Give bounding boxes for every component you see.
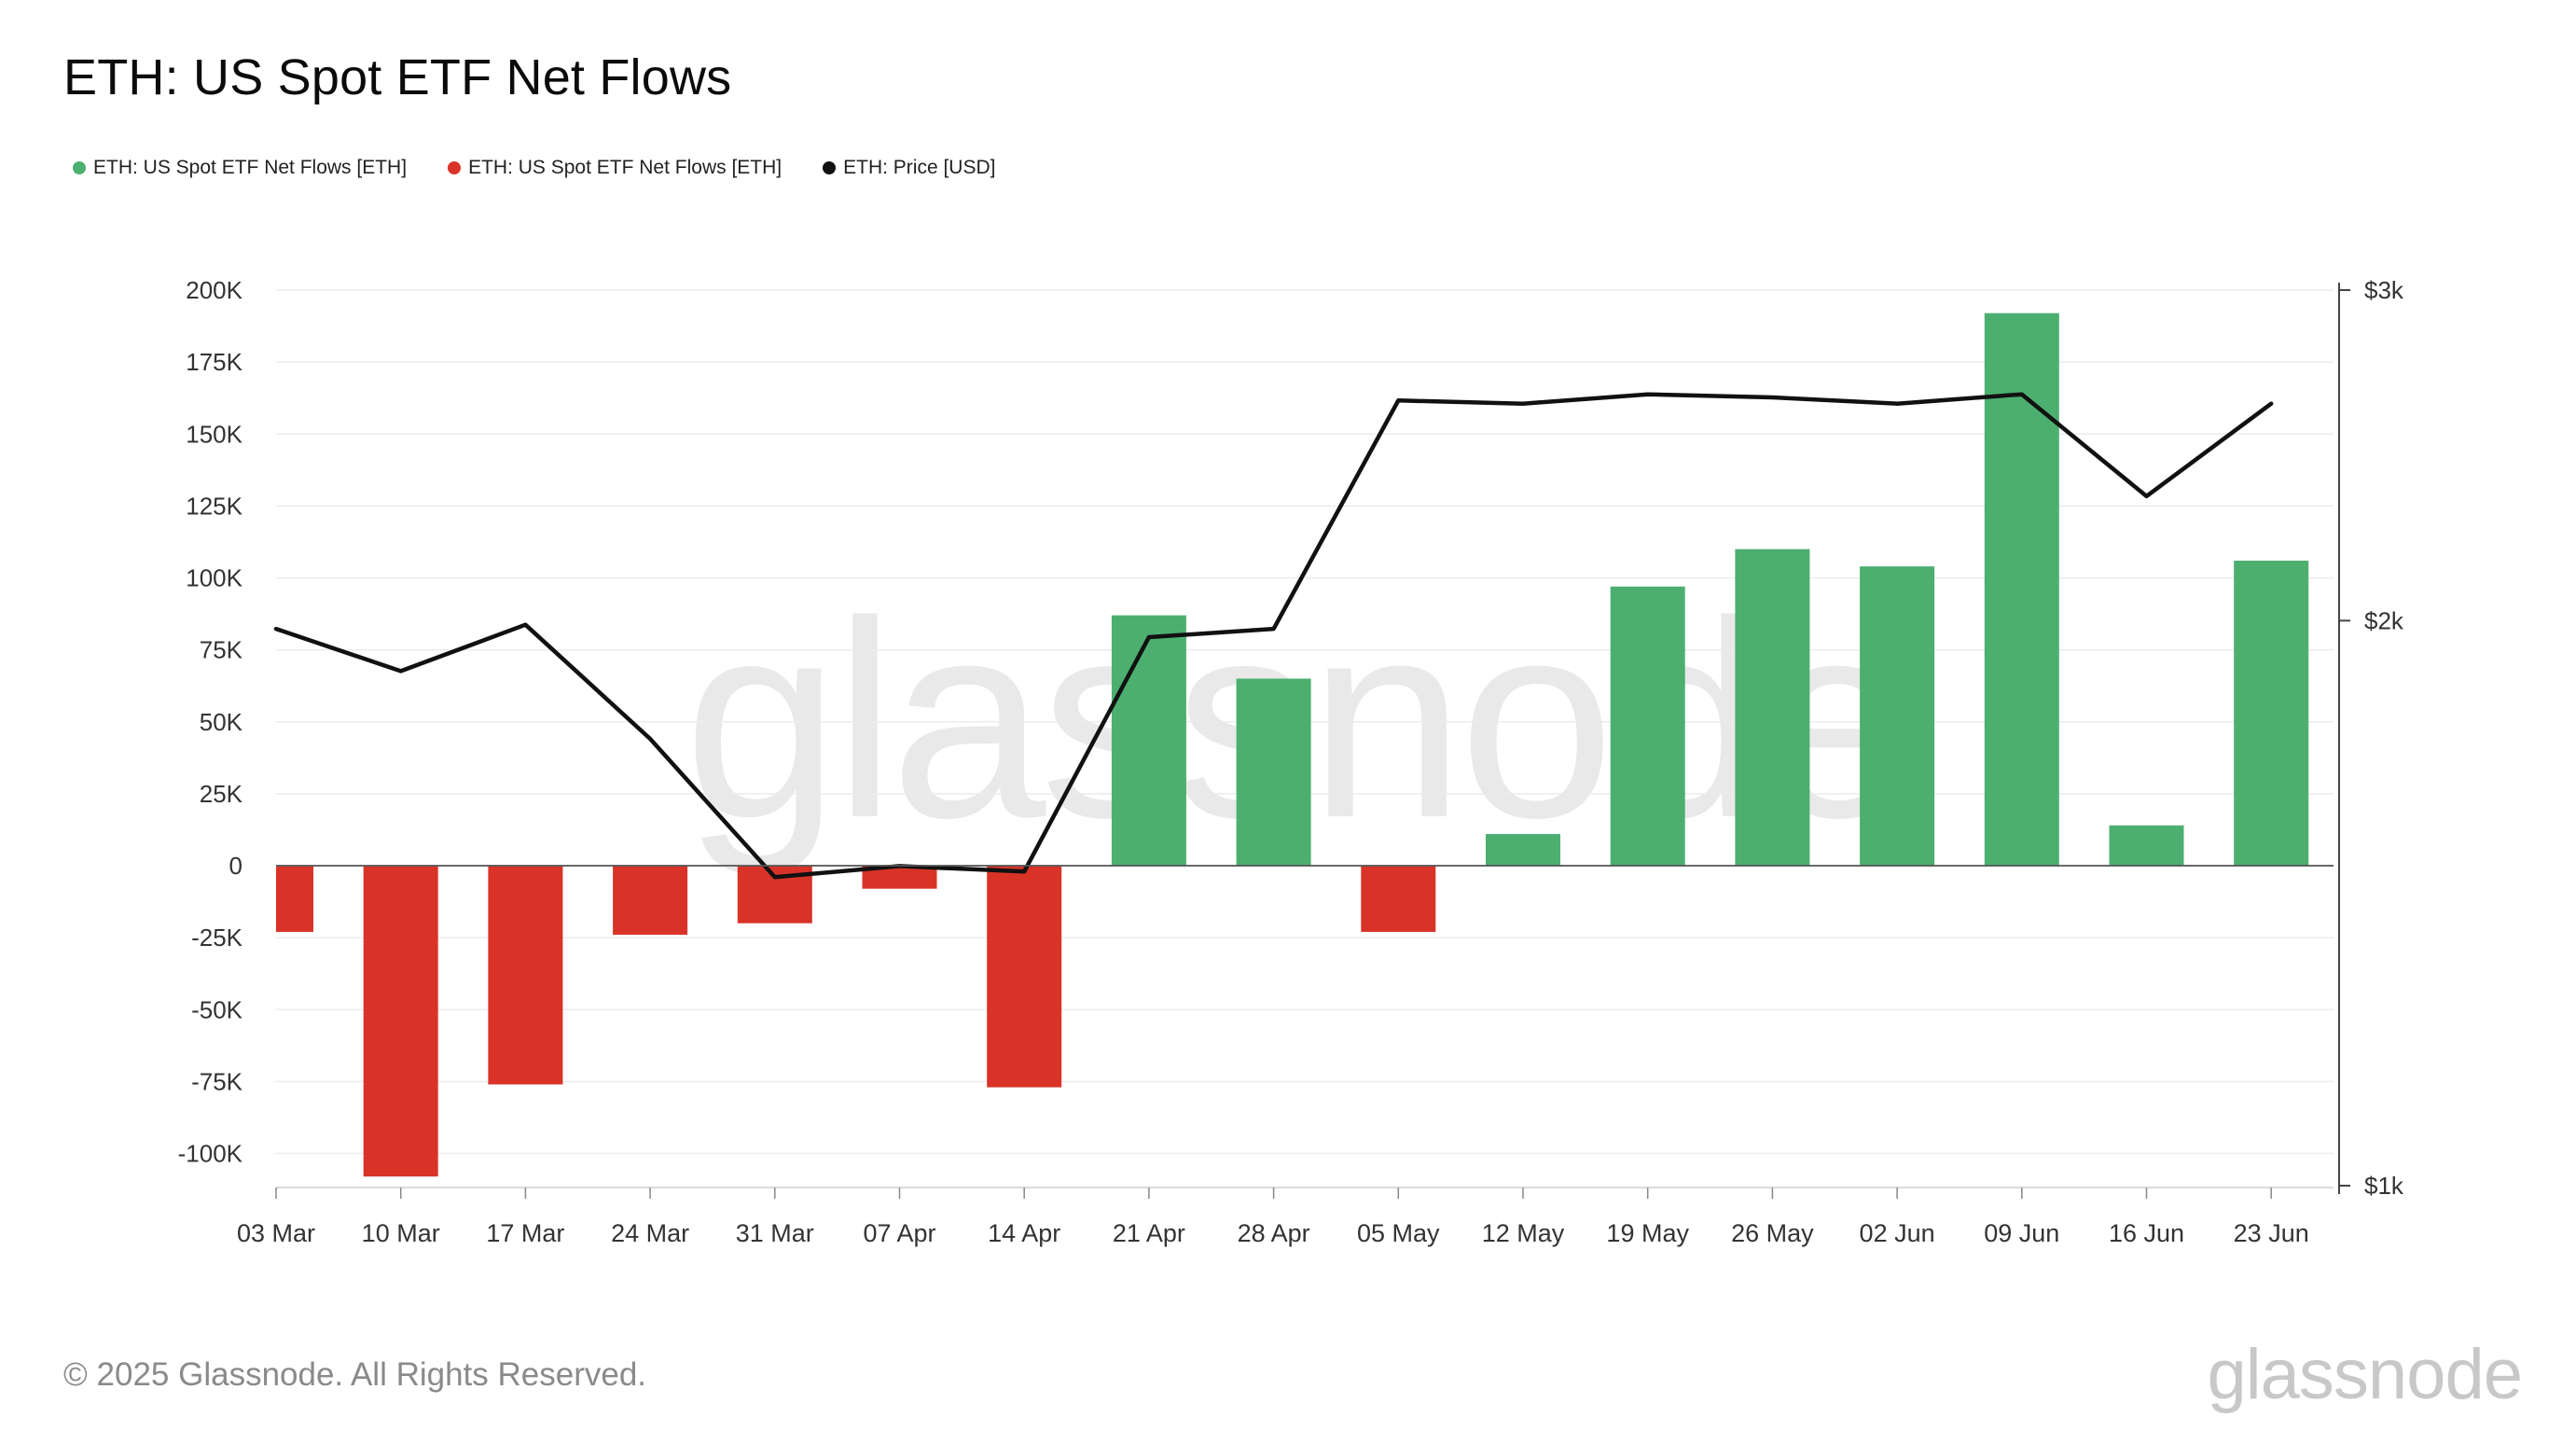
bar bbox=[1486, 834, 1560, 866]
legend-label-price: ETH: Price [USD] bbox=[843, 157, 996, 178]
x-tick-label: 28 Apr bbox=[1238, 1219, 1310, 1247]
x-tick-label: 16 Jun bbox=[2109, 1219, 2184, 1247]
x-tick-label: 26 May bbox=[1731, 1219, 1814, 1247]
red-dot-icon bbox=[448, 161, 462, 174]
x-tick-label: 09 Jun bbox=[1984, 1219, 2059, 1247]
x-tick-label: 07 Apr bbox=[863, 1219, 935, 1247]
legend-label-inflows: ETH: US Spot ETF Net Flows [ETH] bbox=[93, 157, 408, 178]
y-tick-label: -75K bbox=[191, 1067, 243, 1095]
x-tick-label: 17 Mar bbox=[486, 1219, 564, 1247]
y-tick-label: -50K bbox=[191, 995, 243, 1023]
bar bbox=[488, 866, 563, 1085]
black-dot-icon bbox=[823, 161, 837, 174]
x-tick-label: 31 Mar bbox=[736, 1219, 814, 1247]
x-tick-label: 23 Jun bbox=[2234, 1219, 2309, 1247]
right-tick-label: $3k bbox=[2364, 276, 2404, 304]
y-tick-label: 25K bbox=[200, 780, 243, 808]
price-point bbox=[1396, 398, 1400, 402]
bar bbox=[1361, 866, 1436, 932]
price-point bbox=[648, 737, 652, 741]
legend: ETH: US Spot ETF Net Flows [ETH] ETH: US… bbox=[73, 157, 995, 179]
bar bbox=[276, 866, 313, 932]
price-point bbox=[1022, 869, 1026, 873]
bar bbox=[1610, 586, 1685, 866]
green-dot-icon bbox=[73, 161, 86, 174]
bar bbox=[363, 866, 438, 1177]
bar bbox=[1111, 615, 1186, 866]
x-tick-label: 12 May bbox=[1482, 1219, 1565, 1247]
chart-title: ETH: US Spot ETF Net Flows bbox=[63, 49, 732, 105]
price-point bbox=[773, 875, 777, 879]
x-tick-label: 03 Mar bbox=[237, 1219, 315, 1247]
glassnode-logo[interactable]: glassnode bbox=[2207, 1335, 2523, 1414]
legend-label-outflows: ETH: US Spot ETF Net Flows [ETH] bbox=[468, 157, 782, 178]
price-point bbox=[1521, 402, 1525, 406]
bar bbox=[1984, 313, 2059, 866]
price-point bbox=[1147, 635, 1151, 639]
y-tick-label: 75K bbox=[200, 636, 243, 664]
price-point bbox=[399, 669, 403, 673]
bar-layer bbox=[276, 313, 2309, 1177]
y-tick-label: -25K bbox=[191, 924, 243, 952]
bar bbox=[2234, 560, 2309, 866]
y-tick-label: 100K bbox=[186, 564, 242, 592]
y-tick-label: 175K bbox=[186, 348, 242, 376]
right-tick-label: $2k bbox=[2364, 606, 2404, 634]
y-tick-label: 150K bbox=[186, 420, 242, 448]
x-tick-label: 02 Jun bbox=[1860, 1219, 1935, 1247]
x-tick-label: 05 May bbox=[1357, 1219, 1440, 1247]
legend-item-outflows[interactable]: ETH: US Spot ETF Net Flows [ETH] bbox=[448, 157, 782, 179]
legend-item-price[interactable]: ETH: Price [USD] bbox=[823, 157, 995, 179]
axis-layer: 200K 175K 150K 125K 100K 75K 50K 25K 0 -25K -50K -7… bbox=[178, 276, 2404, 1247]
right-tick-label: $1k bbox=[2364, 1172, 2404, 1200]
bar bbox=[987, 866, 1062, 1088]
copyright-footer: © 2025 Glassnode. All Rights Reserved. bbox=[63, 1356, 647, 1393]
y-tick-label: -100K bbox=[178, 1140, 243, 1168]
price-point bbox=[1272, 627, 1276, 631]
y-tick-label: 0 bbox=[229, 852, 242, 880]
legend-item-inflows[interactable]: ETH: US Spot ETF Net Flows [ETH] bbox=[73, 157, 407, 179]
y-tick-label: 50K bbox=[200, 708, 243, 736]
bar bbox=[1236, 678, 1311, 866]
price-point bbox=[1646, 393, 1650, 396]
price-point bbox=[1770, 396, 1774, 399]
bar bbox=[613, 866, 688, 936]
price-point bbox=[274, 627, 278, 631]
bar bbox=[1735, 549, 1810, 866]
x-tick-label: 19 May bbox=[1606, 1219, 1689, 1247]
y-tick-label: 200K bbox=[186, 276, 242, 304]
x-tick-label: 10 Mar bbox=[362, 1219, 440, 1247]
bar bbox=[1860, 566, 1935, 866]
price-point bbox=[2269, 402, 2273, 406]
x-tick-label: 24 Mar bbox=[611, 1219, 689, 1247]
price-point bbox=[1895, 402, 1899, 406]
price-point bbox=[2020, 393, 2024, 396]
y-tick-label: 125K bbox=[186, 492, 242, 520]
line-layer bbox=[273, 392, 2274, 880]
x-tick-label: 21 Apr bbox=[1113, 1219, 1185, 1247]
x-tick-label: 14 Apr bbox=[988, 1219, 1060, 1247]
price-point bbox=[523, 623, 527, 627]
price-point bbox=[2145, 494, 2148, 498]
bar bbox=[2109, 825, 2184, 866]
